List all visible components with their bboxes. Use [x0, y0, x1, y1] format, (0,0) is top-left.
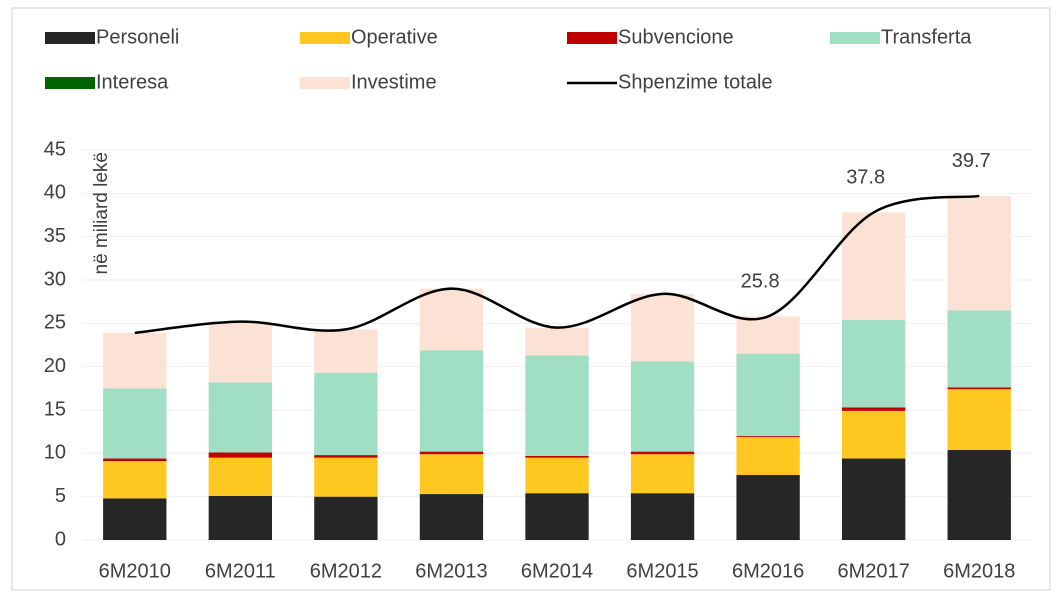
bar-segment [630, 361, 695, 452]
bar-segment [314, 496, 378, 540]
bar-segment [842, 410, 906, 459]
y-axis-label: në miliard lekë [91, 152, 112, 275]
bar-segment [314, 372, 378, 456]
bar-segment [630, 451, 695, 455]
data-label: 37.8 [846, 167, 885, 189]
bar-segment [842, 407, 906, 411]
bar-segment [208, 495, 272, 540]
y-tick-label: 35 [44, 225, 66, 247]
x-tick-label: 6M2015 [626, 560, 698, 582]
bar-segment [842, 319, 906, 408]
x-tick-label: 6M2010 [99, 560, 171, 582]
bar-segment [525, 457, 589, 494]
y-tick-label: 40 [44, 182, 66, 204]
legend-swatch [300, 77, 350, 89]
bar-segment [736, 436, 800, 475]
bar-segment [947, 310, 1011, 388]
legend-swatch [45, 32, 95, 44]
bar-segment [525, 455, 589, 458]
legend-swatch [45, 77, 95, 89]
bar-segment [630, 293, 695, 362]
legend-label: Interesa [96, 71, 169, 93]
x-tick-label: 6M2011 [205, 560, 276, 582]
x-tick-label: 6M2014 [521, 560, 593, 582]
bar-segment [947, 449, 1011, 540]
bar-segment [103, 458, 167, 462]
y-tick-label: 45 [44, 138, 66, 160]
bar-segment [947, 389, 1011, 450]
bar-segment [842, 212, 906, 320]
bar-segment [208, 457, 272, 496]
bar-segment [525, 355, 589, 456]
legend-label: Operative [351, 26, 438, 48]
legend-swatch [300, 32, 350, 44]
bar-segment [525, 493, 589, 540]
y-tick-label: 25 [44, 312, 66, 334]
bar-segment [736, 436, 800, 437]
bar-segment [419, 454, 484, 495]
bar-segment [314, 329, 378, 373]
legend-label: Personeli [96, 26, 179, 48]
x-tick-label: 6M2012 [310, 560, 382, 582]
bar-segment [208, 452, 272, 458]
total-line [134, 194, 980, 335]
bar-segment [314, 455, 378, 458]
bar-segment [630, 493, 695, 540]
bar-segment [103, 461, 167, 499]
bar-segment [736, 475, 800, 540]
y-tick-label: 15 [44, 398, 66, 420]
x-tick-label: 6M2018 [943, 560, 1015, 582]
y-tick-label: 20 [44, 355, 66, 377]
bar-segment [842, 458, 906, 540]
legend-swatch [567, 32, 617, 44]
bar-segment [419, 350, 484, 452]
data-label: 25.8 [741, 271, 780, 293]
bar-segment [419, 451, 484, 455]
bar-segment [947, 387, 1011, 390]
bar-segment [947, 195, 1011, 311]
legend-label: Subvencione [618, 26, 734, 48]
legend-swatch [830, 32, 880, 44]
y-tick-label: 0 [55, 528, 66, 550]
legend-label: Shpenzime totale [618, 71, 773, 93]
bar-segment [103, 332, 167, 389]
bar-segment [419, 288, 484, 351]
bar-segment [630, 454, 695, 494]
bar-segment [525, 327, 589, 356]
legend-label: Investime [351, 71, 437, 93]
x-tick-label: 6M2013 [415, 560, 487, 582]
bar-segment [103, 498, 167, 540]
y-tick-label: 5 [55, 485, 66, 507]
chart-frame [11, 7, 1051, 591]
bar-segment [314, 457, 378, 497]
bar-segment [419, 494, 484, 540]
bar-segment [736, 316, 800, 354]
y-tick-label: 10 [44, 442, 66, 464]
x-tick-label: 6M2016 [732, 560, 804, 582]
data-label: 39.7 [952, 150, 991, 172]
legend-label: Transferta [881, 26, 972, 48]
bar-segment [208, 382, 272, 453]
bar-segment [103, 388, 167, 459]
y-tick-label: 30 [44, 268, 66, 290]
bar-segment [736, 353, 800, 436]
x-tick-label: 6M2017 [838, 560, 910, 582]
bar-segment [208, 321, 272, 383]
